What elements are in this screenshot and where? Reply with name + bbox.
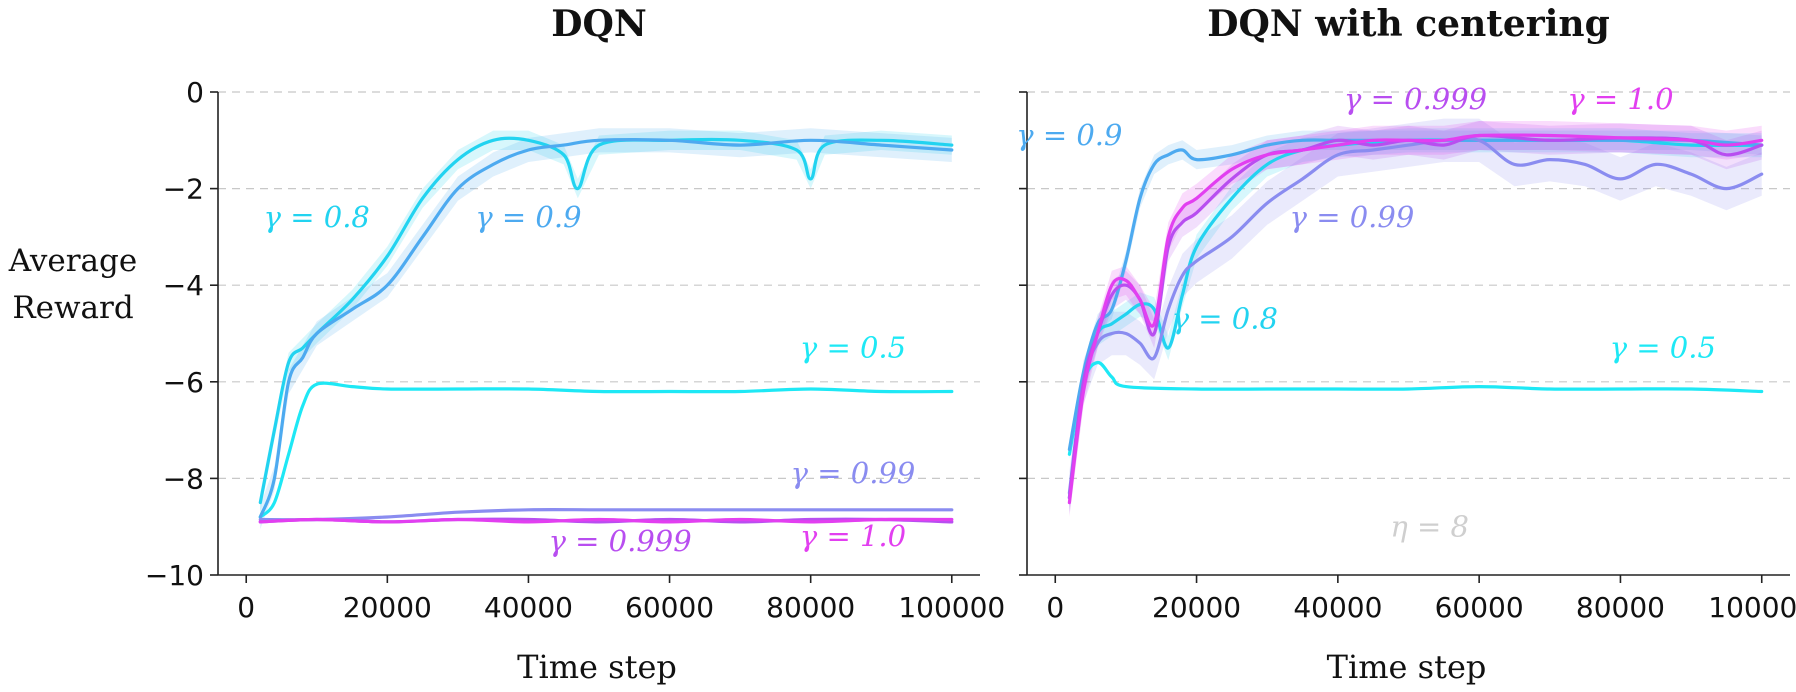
annotation-dqn-5: γ = 1.0 bbox=[800, 519, 906, 553]
x-tick-label-dqn-1: 20000 bbox=[343, 591, 432, 624]
series-band-dqn-1 bbox=[260, 130, 952, 513]
annotation-centering-3: γ = 0.99 bbox=[1290, 200, 1415, 234]
annotation-dqn-4: γ = 0.999 bbox=[549, 524, 692, 558]
y-tick-label-dqn-2: −4 bbox=[163, 269, 204, 302]
x-tick-label-dqn-5: 100000 bbox=[898, 591, 1005, 624]
series-band-dqn-2 bbox=[260, 128, 952, 530]
panel-dqn: DQN 0 −2 −4 −6 −8 −10 0 20000 40000 60000 80000 1000… bbox=[145, 3, 1005, 686]
y-tick-label-dqn-4: −8 bbox=[163, 462, 204, 495]
annotation-dqn-1: γ = 0.9 bbox=[475, 200, 581, 234]
x-tick-label-centering-4: 80000 bbox=[1576, 591, 1665, 624]
y-tick-label-dqn-1: −2 bbox=[163, 173, 204, 206]
series-band-centering-3 bbox=[1069, 118, 1762, 515]
x-tick-label-centering-1: 20000 bbox=[1152, 591, 1241, 624]
y-tick-label-dqn-0: 0 bbox=[186, 76, 204, 109]
series-line-dqn-2 bbox=[258, 138, 954, 519]
x-tick-label-dqn-2: 40000 bbox=[484, 591, 573, 624]
series-line-dqn-1 bbox=[258, 136, 954, 505]
series-line-centering-3 bbox=[1067, 136, 1764, 495]
annotation-dqn-3: γ = 0.99 bbox=[791, 456, 916, 490]
y-axis-label-line1: Average bbox=[8, 243, 137, 279]
series-line-centering-5 bbox=[1067, 133, 1764, 505]
annotation-centering-2: γ = 1.0 bbox=[1567, 82, 1673, 116]
y-tick-label-dqn-3: −6 bbox=[163, 366, 204, 399]
annotation-dqn-0: γ = 0.8 bbox=[264, 200, 370, 234]
series-line-centering-0 bbox=[1067, 360, 1764, 456]
x-axis-label-centering: Time step bbox=[1327, 648, 1487, 686]
y-tick-label-dqn-5: −10 bbox=[145, 559, 204, 592]
x-tick-label-dqn-3: 60000 bbox=[625, 591, 714, 624]
chart-title-dqn: DQN bbox=[551, 3, 646, 45]
x-axis-label-dqn: Time step bbox=[517, 648, 677, 686]
annotation-centering-0: γ = 0.9 bbox=[1016, 118, 1122, 152]
x-tick-label-centering-5: 100000 bbox=[1708, 591, 1796, 624]
annotation-centering-6: η = 8 bbox=[1390, 509, 1469, 543]
x-tick-label-centering-0: 0 bbox=[1046, 591, 1064, 624]
annotation-centering-5: γ = 0.5 bbox=[1610, 331, 1716, 365]
x-tick-label-dqn-0: 0 bbox=[237, 591, 255, 624]
series-line-dqn-0 bbox=[258, 381, 954, 519]
annotation-dqn-2: γ = 0.5 bbox=[800, 331, 906, 365]
x-tick-label-centering-3: 60000 bbox=[1435, 591, 1524, 624]
series-line-dqn-5 bbox=[258, 517, 954, 524]
annotation-centering-1: γ = 0.999 bbox=[1344, 82, 1487, 116]
annotation-centering-4: γ = 0.8 bbox=[1172, 302, 1278, 336]
x-tick-label-centering-2: 40000 bbox=[1293, 591, 1382, 624]
series-line-dqn-3 bbox=[258, 508, 954, 522]
y-axis-label-line2: Reward bbox=[12, 290, 133, 326]
x-tick-label-dqn-4: 80000 bbox=[766, 591, 855, 624]
chart-title-centering: DQN with centering bbox=[1207, 3, 1610, 45]
panel-dqn-centering: DQN with centering 0 20000 40000 60000 80000 1… bbox=[1016, 3, 1796, 686]
